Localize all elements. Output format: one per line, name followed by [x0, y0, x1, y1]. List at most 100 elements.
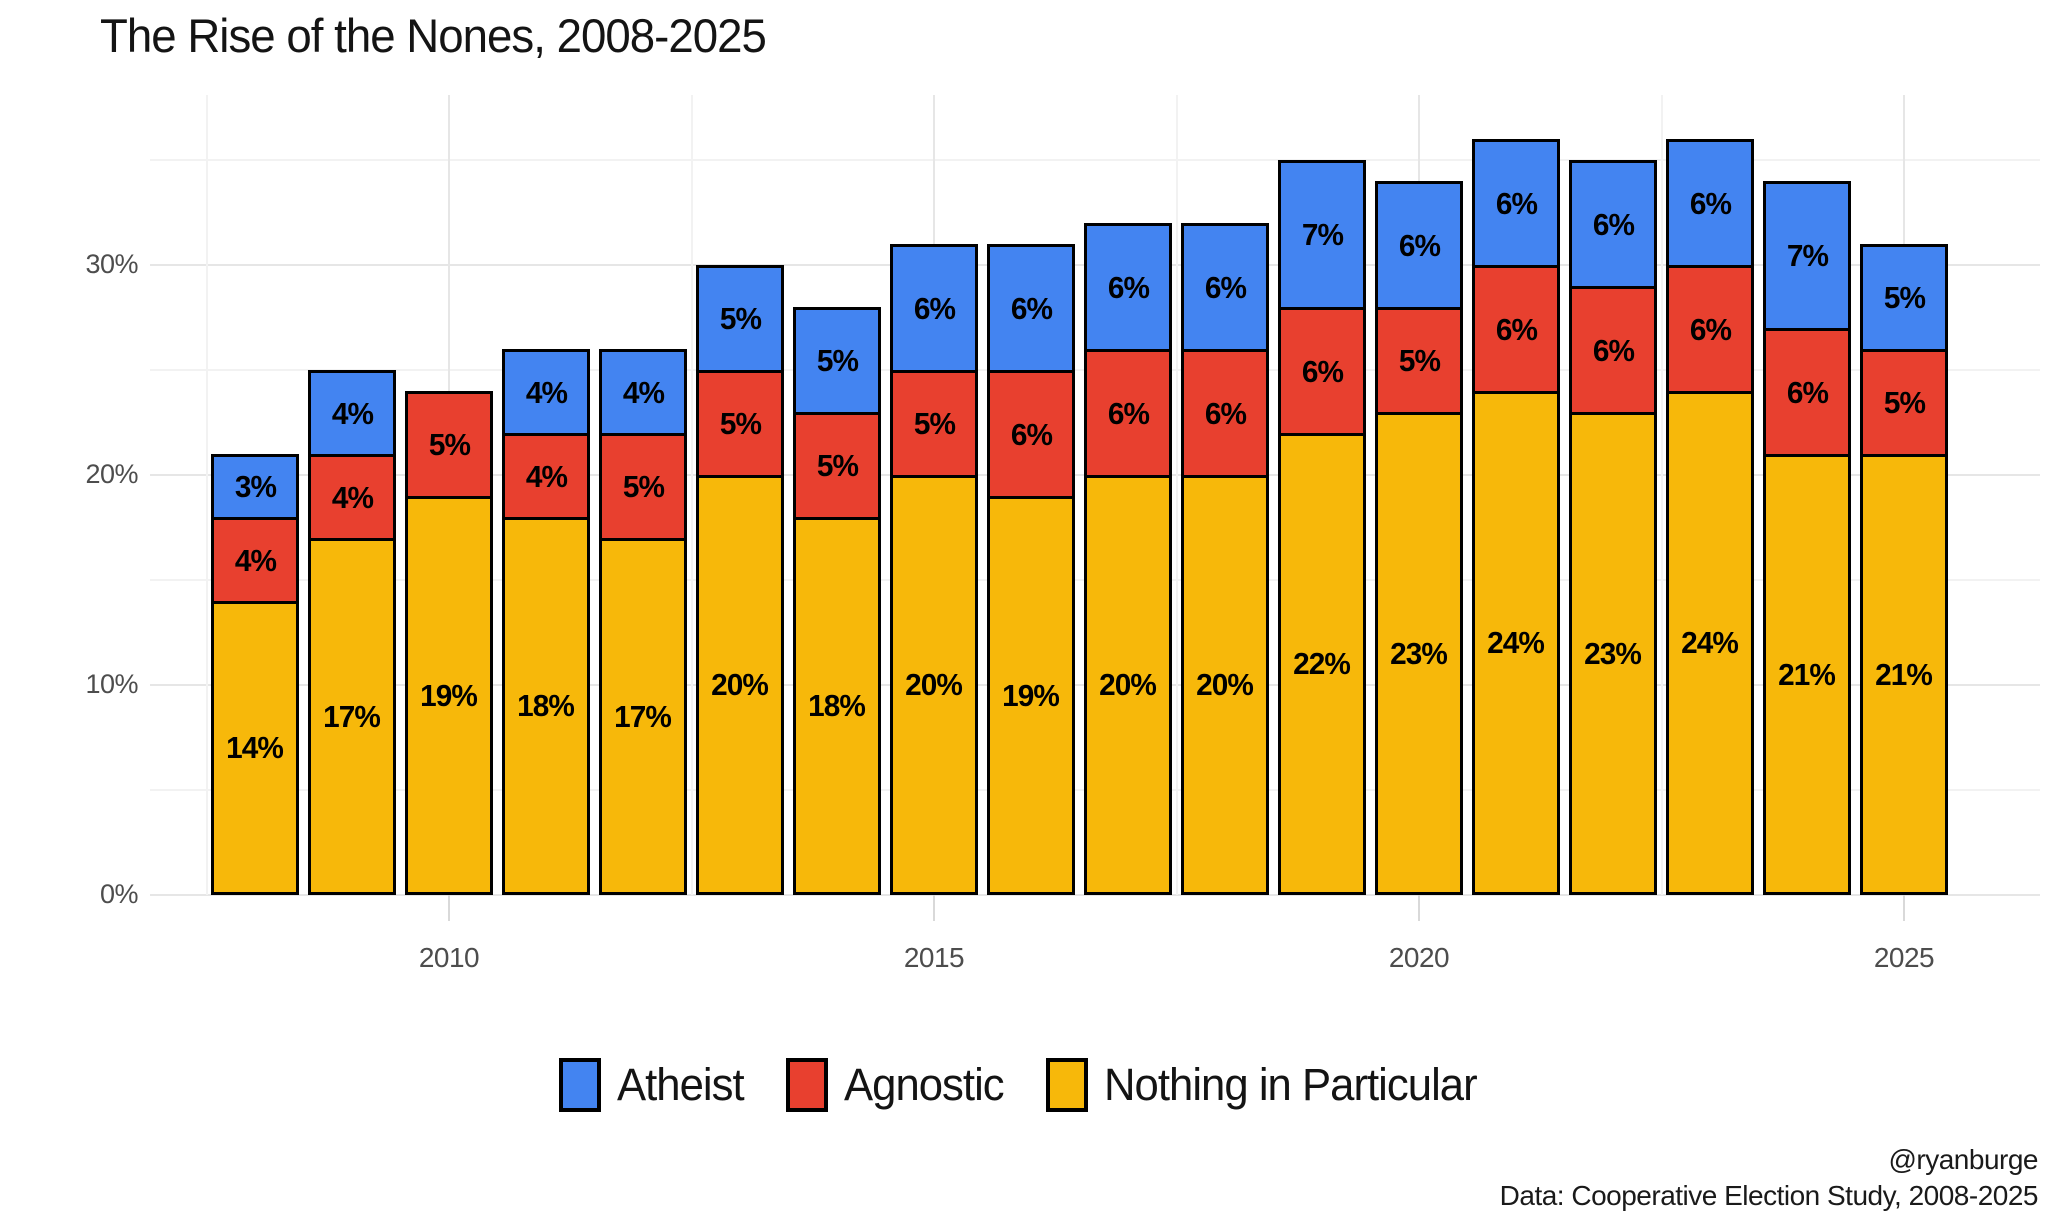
bar-value-label: 19% [420, 677, 479, 713]
bar-value-label: 6% [1010, 290, 1052, 326]
bar-segment-2011-atheist: 4% [502, 349, 590, 436]
bar-2009: 17% 4% 4% [308, 370, 396, 895]
bar-value-label: 6% [1495, 311, 1537, 347]
bar-value-label: 18% [808, 688, 867, 723]
bar-value-label: 20% [905, 667, 964, 702]
bar-2015: 20% 5% 6% [890, 244, 978, 895]
bar-value-label: 23% [1390, 635, 1449, 671]
bar-segment-2008-nothing-in-particular: 14% [211, 601, 299, 895]
bar-segment-2023-agnostic: 6% [1666, 265, 1754, 394]
bar-2013: 20% 5% 5% [696, 265, 784, 895]
bar-value-label: 4% [234, 542, 276, 578]
chart-title: The Rise of the Nones, 2008-2025 [100, 9, 767, 62]
bar-segment-2025-nothing-in-particular: 21% [1860, 454, 1948, 895]
bar-segment-2020-agnostic: 5% [1375, 307, 1463, 415]
legend-item-agnostic: Agnostic [785, 1058, 1009, 1112]
bar-value-label: 4% [622, 374, 664, 410]
bar-value-label: 5% [1883, 385, 1925, 420]
bar-value-label: 5% [622, 469, 664, 504]
bar-value-label: 4% [525, 374, 567, 410]
bar-value-label: 20% [1196, 667, 1255, 702]
x-axis-tick-label: 2010 [418, 942, 480, 973]
bar-segment-2021-atheist: 6% [1472, 139, 1560, 268]
bar-value-label: 4% [525, 458, 567, 494]
bar-2016: 19% 6% 6% [987, 244, 1075, 895]
legend-label: Nothing in Particular [1104, 1059, 1478, 1110]
bar-segment-2013-agnostic: 5% [696, 370, 784, 478]
bar-value-label: 21% [1778, 656, 1837, 692]
bar-segment-2021-nothing-in-particular: 24% [1472, 391, 1560, 895]
bar-segment-2014-atheist: 5% [793, 307, 881, 415]
bar-segment-2009-atheist: 4% [308, 370, 396, 457]
gridline-vertical-minor [1175, 95, 1178, 895]
bar-value-label: 24% [1487, 625, 1546, 660]
bar-2021: 24% 6% 6% [1472, 139, 1560, 895]
bar-value-label: 4% [331, 479, 373, 515]
legend-label: Atheist [617, 1059, 745, 1110]
bar-segment-2013-atheist: 5% [696, 265, 784, 373]
bar-segment-2008-atheist: 3% [211, 454, 299, 520]
bar-segment-2012-agnostic: 5% [599, 433, 687, 541]
bar-segment-2010-agnostic: 5% [405, 391, 493, 499]
legend-item-nothing-in-particular: Nothing in Particular [1046, 1058, 1488, 1112]
caption: @ryanburge Data: Cooperative Election St… [1499, 1142, 2039, 1214]
bar-value-label: 6% [1398, 227, 1440, 263]
bar-2024: 21% 6% 7% [1763, 181, 1851, 895]
bar-segment-2019-atheist: 7% [1278, 160, 1366, 310]
bar-segment-2022-agnostic: 6% [1569, 286, 1657, 415]
legend-label: Agnostic [843, 1059, 1005, 1110]
bar-2012: 17% 5% 4% [599, 349, 687, 895]
bar-value-label: 4% [331, 395, 373, 431]
bar-value-label: 23% [1584, 635, 1643, 671]
bar-segment-2011-agnostic: 4% [502, 433, 590, 520]
bar-segment-2023-nothing-in-particular: 24% [1666, 391, 1754, 895]
bar-value-label: 17% [614, 698, 673, 734]
bar-segment-2016-atheist: 6% [987, 244, 1075, 373]
bar-value-label: 6% [1689, 311, 1731, 347]
gridline-vertical-minor [205, 95, 208, 895]
bar-segment-2024-atheist: 7% [1763, 181, 1851, 331]
x-axis-tick-mark [1903, 895, 1905, 921]
bar-segment-2016-nothing-in-particular: 19% [987, 496, 1075, 895]
caption-author: @ryanburge [1888, 1144, 2038, 1175]
bar-value-label: 6% [1107, 395, 1149, 431]
bar-segment-2023-atheist: 6% [1666, 139, 1754, 268]
bar-segment-2022-nothing-in-particular: 23% [1569, 412, 1657, 895]
bar-segment-2009-nothing-in-particular: 17% [308, 538, 396, 895]
gridline-horizontal-major [150, 894, 2040, 896]
bar-2019: 22% 6% 7% [1278, 160, 1366, 895]
x-axis-tick-label: 2015 [903, 942, 965, 973]
bar-value-label: 20% [1099, 667, 1158, 702]
bar-segment-2018-agnostic: 6% [1181, 349, 1269, 478]
x-axis-tick-mark [448, 895, 450, 921]
bar-value-label: 20% [711, 667, 770, 702]
legend-item-atheist: Atheist [559, 1058, 748, 1112]
bar-2020: 23% 5% 6% [1375, 181, 1463, 895]
bar-value-label: 21% [1875, 656, 1934, 692]
bar-value-label: 6% [1204, 269, 1246, 305]
bar-value-label: 24% [1681, 625, 1740, 660]
bar-value-label: 19% [1002, 677, 1061, 713]
gridline-vertical-minor [1660, 95, 1663, 895]
legend: Atheist Agnostic Nothing in Particular [0, 1058, 2048, 1112]
bar-segment-2019-nothing-in-particular: 22% [1278, 433, 1366, 895]
bar-value-label: 22% [1293, 646, 1352, 681]
bar-value-label: 7% [1786, 238, 1828, 273]
bar-segment-2014-agnostic: 5% [793, 412, 881, 520]
x-axis-tick-label: 2020 [1388, 942, 1450, 973]
bar-2017: 20% 6% 6% [1084, 223, 1172, 895]
bar-2010: 19% 5% [405, 391, 493, 895]
bar-value-label: 7% [1301, 217, 1343, 252]
caption-source: Data: Cooperative Election Study, 2008-2… [1499, 1180, 2039, 1211]
bar-segment-2008-agnostic: 4% [211, 517, 299, 604]
bar-value-label: 5% [428, 427, 470, 462]
bar-segment-2020-nothing-in-particular: 23% [1375, 412, 1463, 895]
bar-value-label: 14% [226, 730, 285, 765]
bar-2018: 20% 6% 6% [1181, 223, 1269, 895]
x-axis-tick-mark [933, 895, 935, 921]
bar-segment-2018-atheist: 6% [1181, 223, 1269, 352]
x-axis-tick-mark [1418, 895, 1420, 921]
bar-value-label: 6% [1689, 185, 1731, 221]
